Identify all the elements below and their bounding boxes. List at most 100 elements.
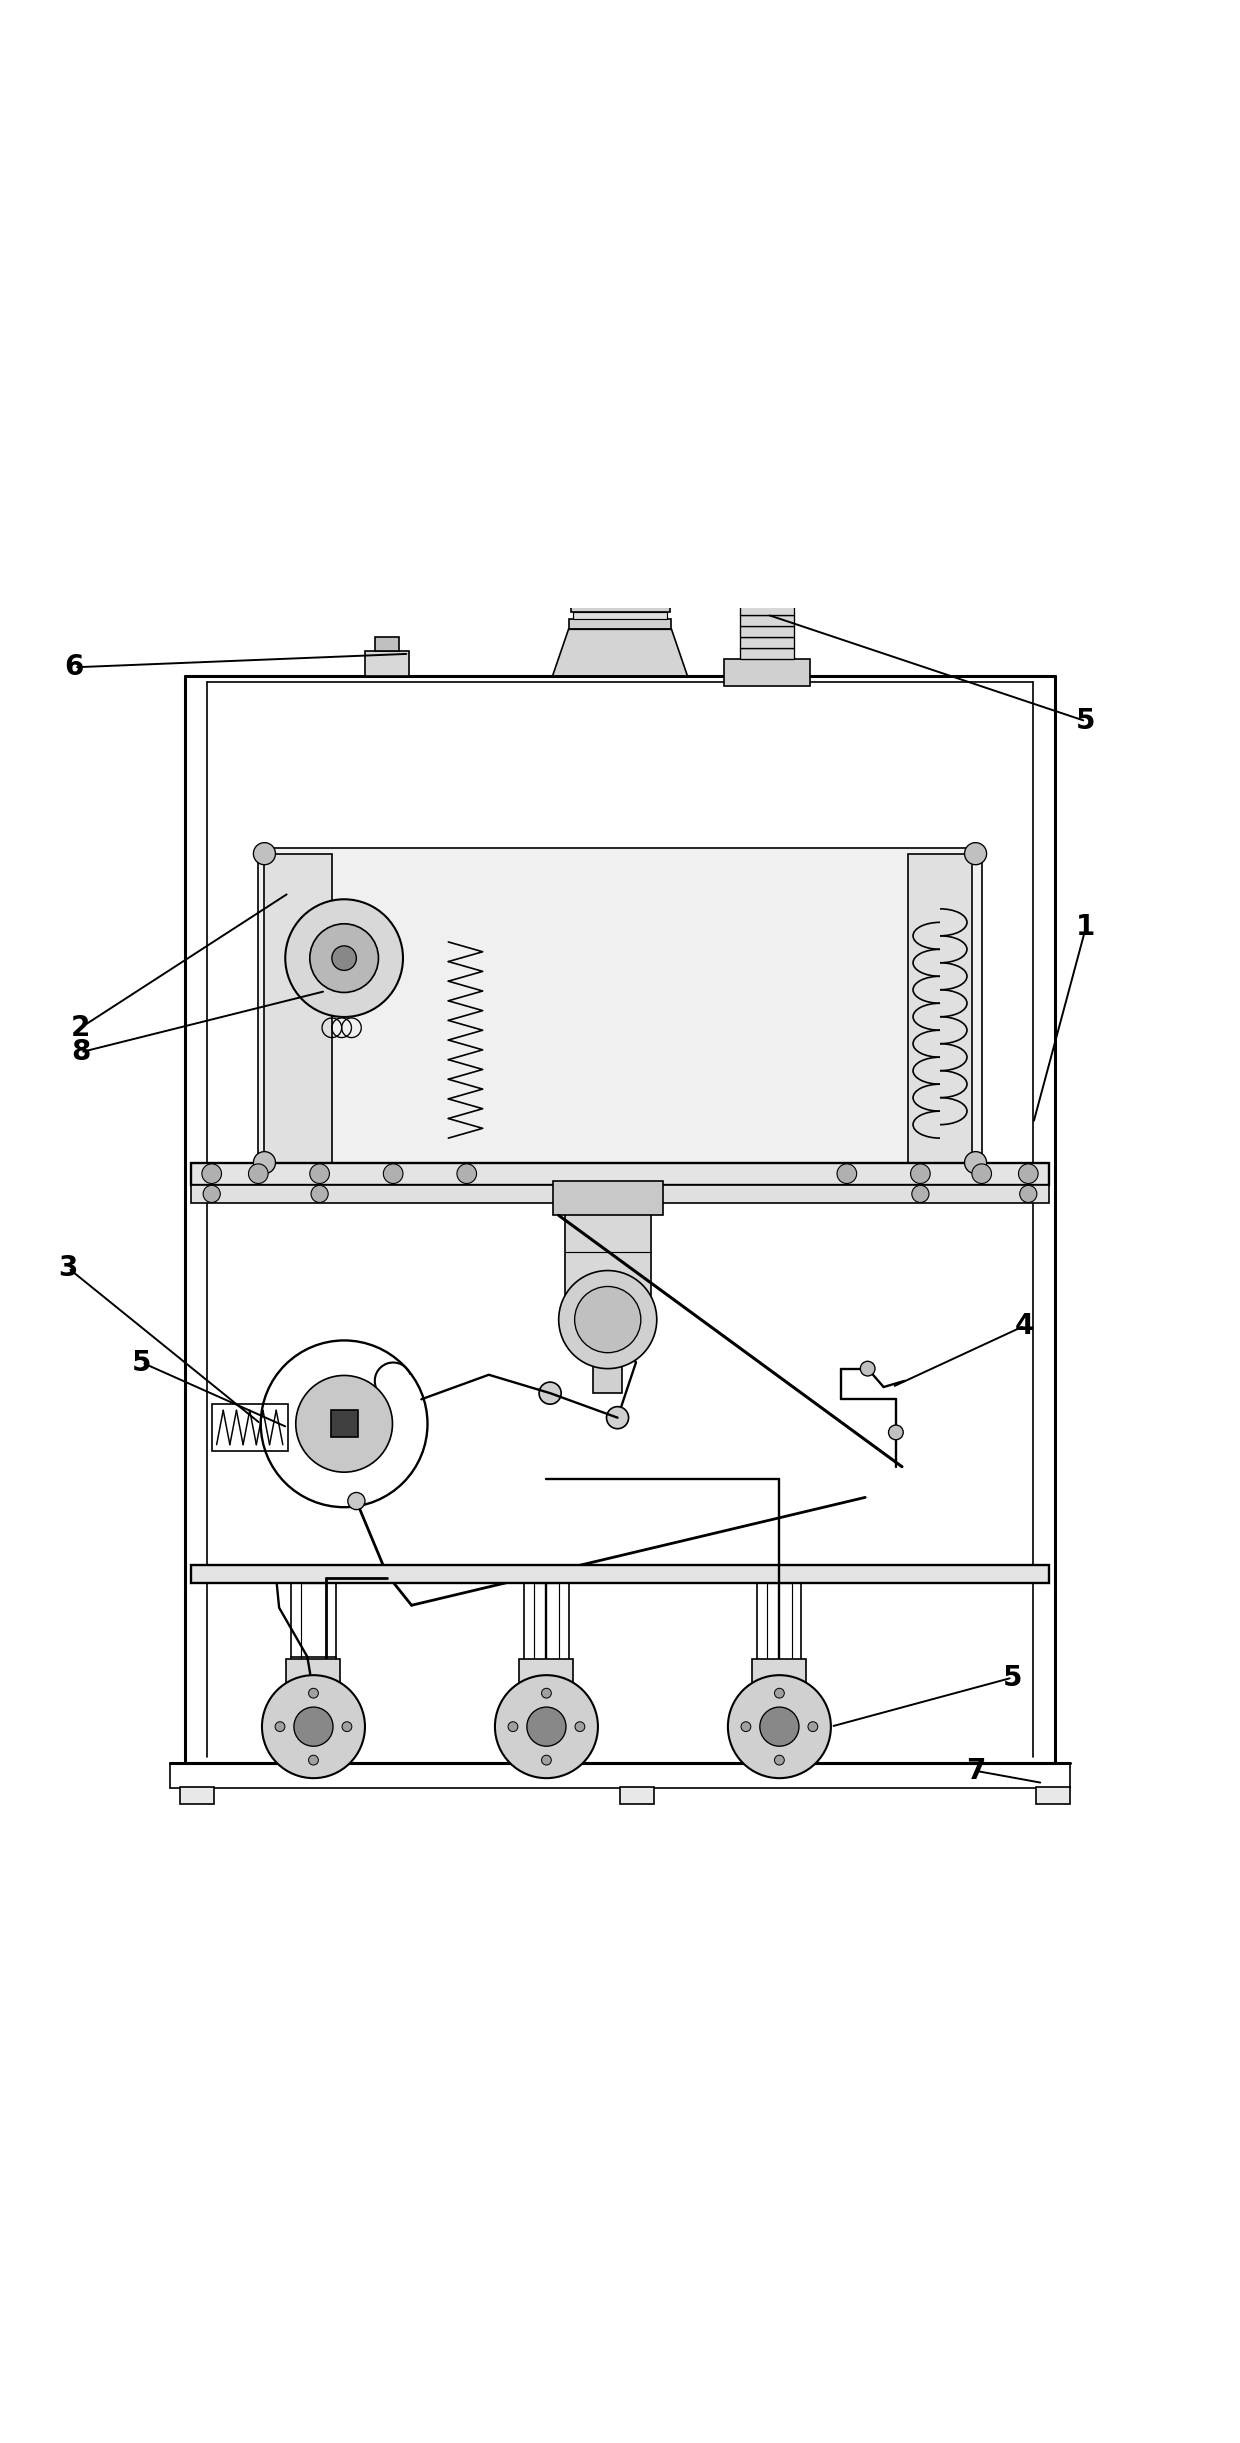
Bar (191, 1566, 1049, 1583)
Bar (740, 581, 794, 594)
Bar (583, 525, 658, 533)
Bar (572, 586, 668, 596)
Bar (534, 1583, 559, 1693)
Bar (520, 1659, 573, 1695)
Circle shape (972, 1163, 992, 1182)
Circle shape (347, 1493, 365, 1510)
Bar (740, 603, 794, 616)
Bar (574, 567, 667, 579)
Circle shape (248, 1163, 268, 1182)
Text: 6: 6 (64, 652, 84, 682)
Bar (286, 1659, 341, 1695)
Circle shape (837, 1163, 857, 1182)
Text: 5: 5 (1076, 706, 1096, 735)
Bar (583, 508, 657, 525)
Circle shape (285, 899, 403, 1016)
Bar (570, 603, 671, 613)
Bar (180, 1786, 215, 1803)
Bar (908, 853, 972, 1163)
Circle shape (508, 1722, 518, 1732)
Text: 1: 1 (1076, 914, 1096, 941)
Bar (301, 1583, 326, 1693)
Text: 4: 4 (1014, 1312, 1034, 1339)
Circle shape (559, 1270, 657, 1368)
Circle shape (311, 1185, 329, 1202)
Circle shape (574, 1287, 641, 1353)
Circle shape (861, 1361, 875, 1375)
Circle shape (342, 1722, 352, 1732)
Bar (740, 594, 794, 603)
Bar (553, 1180, 663, 1214)
Circle shape (760, 1708, 799, 1747)
Bar (568, 621, 672, 630)
Circle shape (775, 1754, 784, 1764)
Bar (768, 1583, 791, 1693)
Polygon shape (593, 484, 647, 508)
Circle shape (296, 1375, 393, 1473)
Bar (191, 1163, 1049, 1185)
Bar (573, 613, 667, 621)
Text: 8: 8 (71, 1038, 91, 1065)
Bar (753, 1659, 806, 1695)
Circle shape (310, 923, 378, 992)
Circle shape (309, 1688, 319, 1698)
Bar (264, 853, 332, 1163)
Bar (620, 1786, 655, 1803)
Circle shape (965, 1151, 987, 1173)
Circle shape (775, 1688, 784, 1698)
Circle shape (606, 1407, 629, 1429)
Bar (575, 550, 665, 559)
Circle shape (1019, 1185, 1037, 1202)
Circle shape (808, 1722, 817, 1732)
Bar (593, 1317, 622, 1393)
Bar (374, 638, 399, 652)
Circle shape (889, 1424, 903, 1439)
Circle shape (575, 1722, 585, 1732)
Bar (745, 564, 789, 581)
Circle shape (910, 1163, 930, 1182)
Circle shape (262, 1676, 365, 1779)
Circle shape (742, 1722, 751, 1732)
Bar (191, 1185, 1049, 1202)
Polygon shape (603, 462, 637, 484)
Circle shape (539, 1383, 562, 1405)
Circle shape (294, 1708, 334, 1747)
Bar (212, 1405, 288, 1451)
Bar (740, 625, 794, 638)
Bar (1035, 1786, 1070, 1803)
Circle shape (527, 1708, 565, 1747)
Bar (291, 1583, 336, 1693)
Circle shape (728, 1676, 831, 1779)
Circle shape (332, 945, 356, 970)
Circle shape (383, 1163, 403, 1182)
Circle shape (203, 1185, 221, 1202)
Circle shape (495, 1676, 598, 1779)
Bar (758, 1583, 801, 1693)
Bar (578, 533, 663, 542)
Bar (580, 542, 660, 550)
Text: 3: 3 (58, 1253, 78, 1283)
Circle shape (542, 1688, 552, 1698)
Circle shape (911, 1185, 929, 1202)
Circle shape (542, 1754, 552, 1764)
Bar (575, 596, 666, 603)
Bar (258, 848, 982, 1168)
Circle shape (456, 1163, 476, 1182)
Bar (724, 660, 810, 686)
Bar (579, 559, 662, 567)
Text: 2: 2 (71, 1014, 91, 1041)
Circle shape (275, 1722, 285, 1732)
Bar (365, 652, 409, 677)
Circle shape (965, 843, 987, 865)
Circle shape (310, 1163, 330, 1182)
Bar (740, 638, 794, 647)
Bar (565, 1185, 651, 1319)
Circle shape (1018, 1163, 1038, 1182)
Polygon shape (553, 630, 687, 677)
Bar (331, 1410, 357, 1436)
Bar (740, 616, 794, 625)
Circle shape (253, 843, 275, 865)
Bar (740, 647, 794, 660)
Circle shape (253, 1151, 275, 1173)
Circle shape (202, 1163, 222, 1182)
